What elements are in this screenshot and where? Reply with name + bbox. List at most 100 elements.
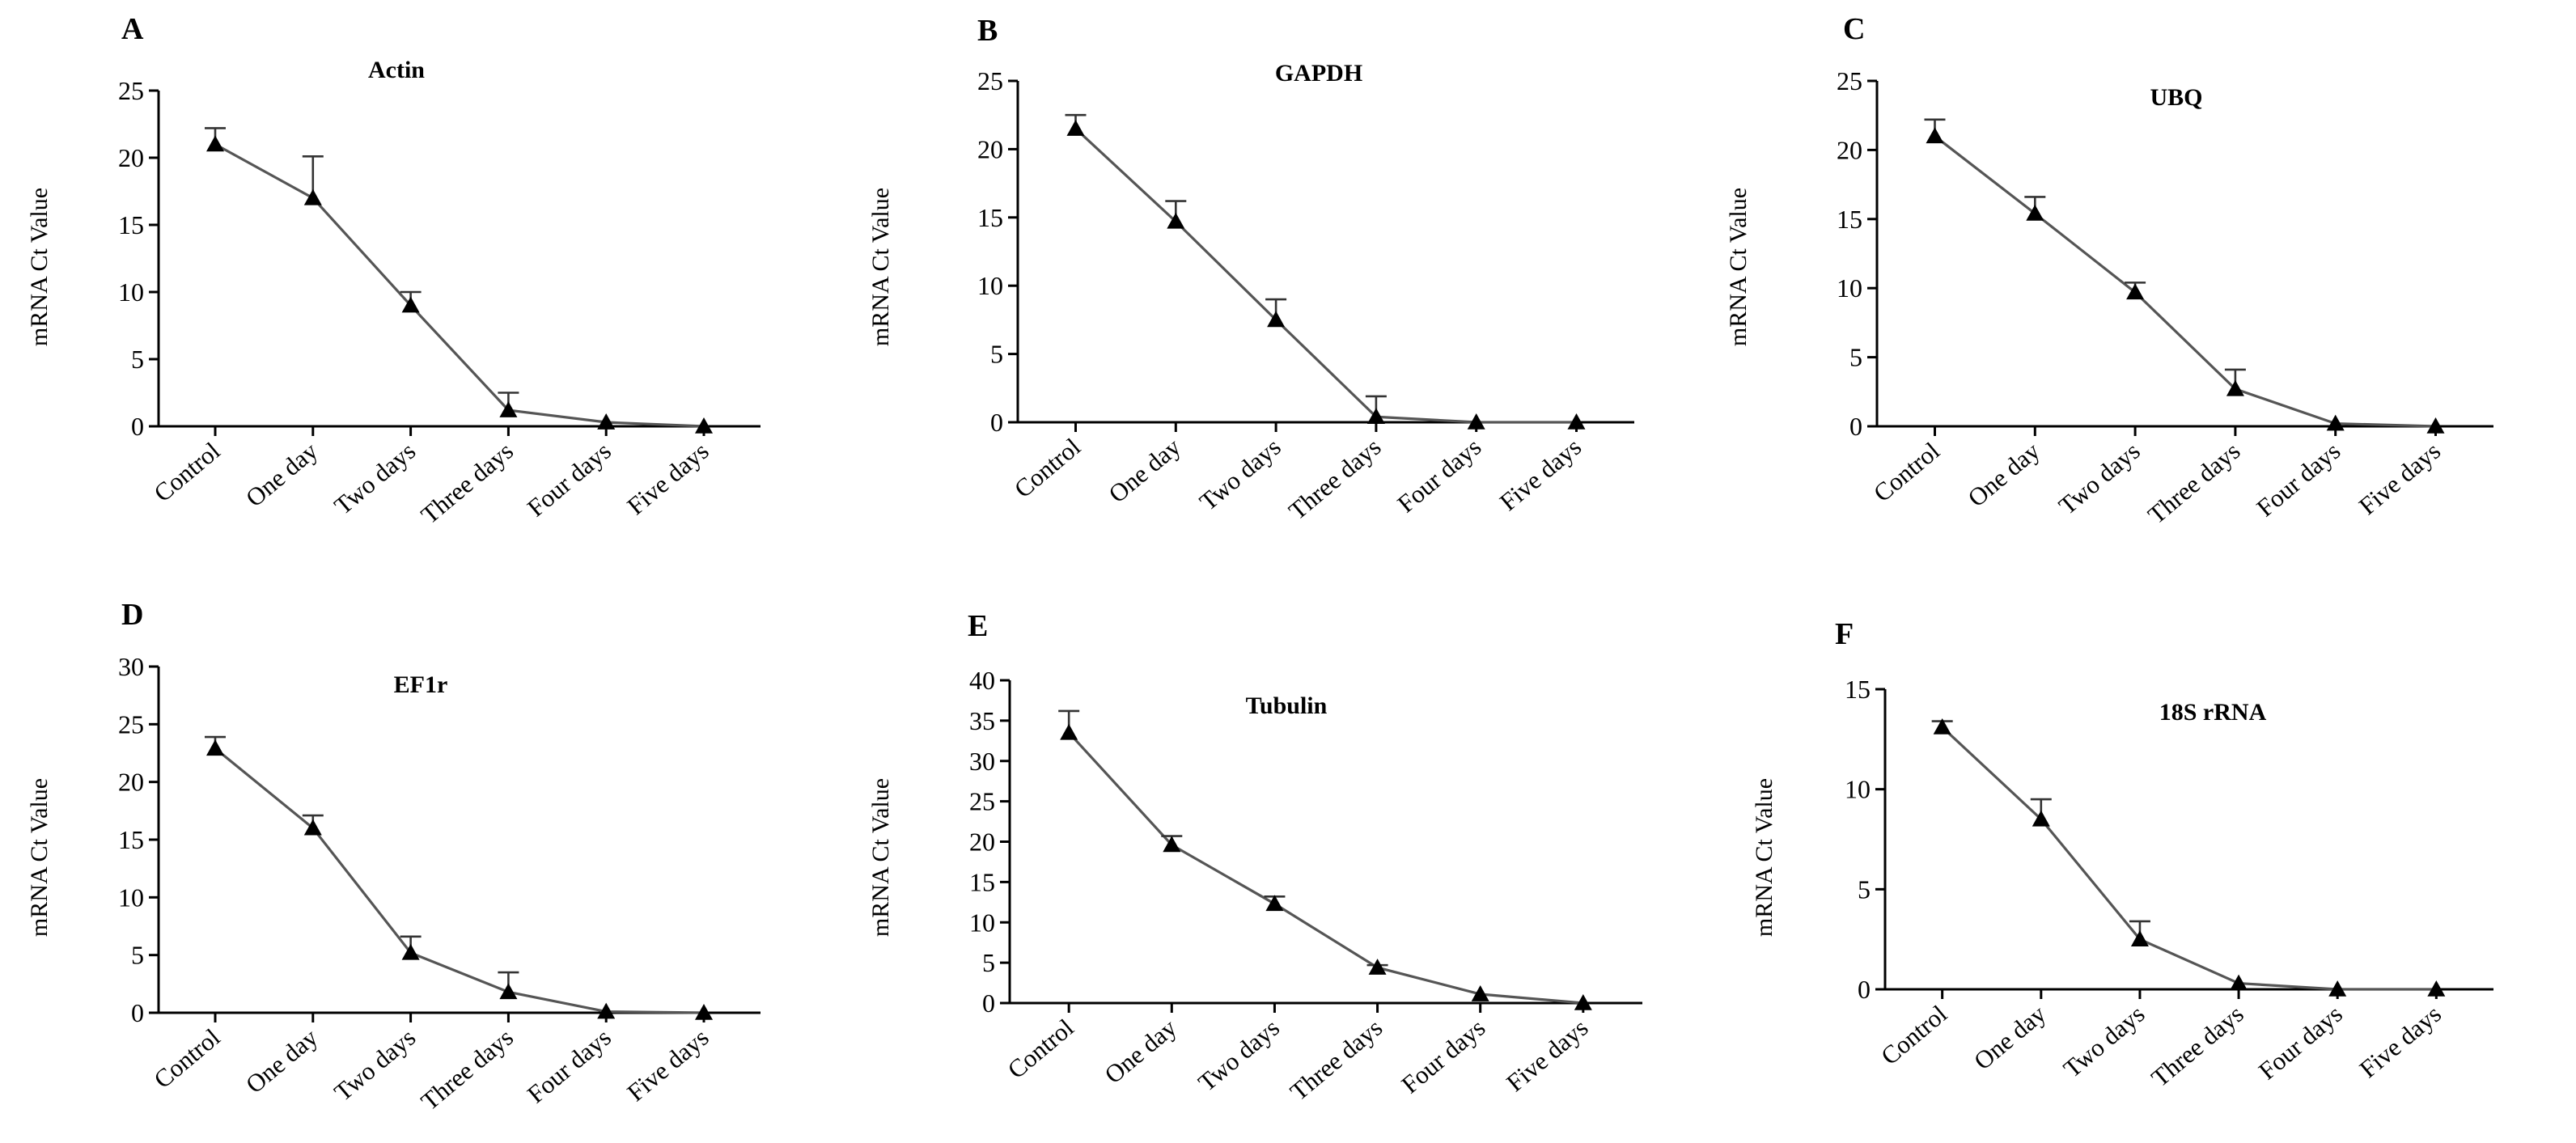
data-point bbox=[1574, 994, 1592, 1010]
data-point bbox=[2032, 810, 2050, 827]
x-tick-label: Three days bbox=[416, 1023, 519, 1116]
data-point bbox=[597, 1002, 616, 1019]
y-axis-label: mRNA Ct Value bbox=[867, 778, 894, 937]
y-tick-label: 0 bbox=[1858, 975, 1871, 1004]
x-tick-label: Two days bbox=[1194, 433, 1286, 516]
data-point bbox=[1467, 413, 1485, 430]
x-tick-label: Four days bbox=[1392, 433, 1486, 519]
x-tick-label: Control bbox=[1868, 437, 1945, 508]
data-point bbox=[1366, 408, 1385, 425]
x-tick-label: Three days bbox=[2146, 1000, 2248, 1093]
x-tick-label: Four days bbox=[522, 437, 616, 523]
chart-panel-f: F 18S rRNA mRNA Ct Value 0 5 10 15 Control One d… bbox=[1751, 617, 2493, 1092]
data-point bbox=[2130, 930, 2149, 946]
y-tick-label: 25 bbox=[1837, 66, 1862, 95]
x-tick-label: Five days bbox=[2354, 437, 2446, 521]
chart-panel-d: D EF1r mRNA Ct Value 0 5 10 15 20 25 30 Control One… bbox=[26, 598, 761, 1115]
axes bbox=[1008, 680, 1642, 1005]
data-point bbox=[1267, 311, 1286, 328]
x-tick-label: Four days bbox=[522, 1023, 616, 1109]
y-tick-label: 10 bbox=[118, 883, 144, 912]
x-tick-label: Five days bbox=[621, 1023, 714, 1107]
x-tick-label: Control bbox=[148, 1023, 225, 1094]
data-point bbox=[303, 188, 322, 205]
series-line bbox=[214, 747, 705, 1014]
x-tick-label: One day bbox=[1968, 999, 2052, 1075]
data-point bbox=[1933, 718, 1951, 734]
y-tick-label: 15 bbox=[977, 203, 1003, 232]
data-point bbox=[1265, 895, 1284, 912]
y-tick-label: 25 bbox=[118, 76, 144, 105]
y-tick-label: 0 bbox=[131, 998, 144, 1027]
x-tick-label: Two days bbox=[328, 437, 421, 520]
data-point bbox=[695, 1004, 713, 1020]
data-point bbox=[303, 819, 322, 836]
x-tick-label: Three days bbox=[416, 437, 519, 530]
y-axis-label: mRNA Ct Value bbox=[1751, 778, 1777, 937]
series-line bbox=[214, 142, 705, 428]
y-axis-label: mRNA Ct Value bbox=[1725, 188, 1752, 346]
panel-letter: C bbox=[1843, 12, 1865, 46]
data-point bbox=[206, 739, 224, 756]
x-tick-label: Four days bbox=[2251, 437, 2345, 523]
x-tick-label: One day bbox=[240, 1022, 324, 1099]
data-point bbox=[1471, 985, 1489, 1001]
y-tick-label: 10 bbox=[1845, 775, 1871, 804]
y-tick-label: 0 bbox=[131, 412, 144, 441]
x-tick-label: Two days bbox=[2058, 1000, 2150, 1083]
data-point bbox=[1066, 120, 1085, 136]
y-tick-label: 25 bbox=[977, 66, 1003, 95]
data-point bbox=[1926, 127, 1944, 144]
data-point bbox=[1167, 212, 1185, 229]
chart-title: 18S rRNA bbox=[2159, 699, 2267, 726]
x-tick-label: Five days bbox=[1501, 1014, 1593, 1098]
y-tick-label: 10 bbox=[118, 277, 144, 307]
y-tick-label: 15 bbox=[1837, 205, 1862, 234]
chart-title: Tubulin bbox=[1246, 692, 1328, 719]
panel-letter: E bbox=[968, 609, 988, 643]
x-tick-label: Control bbox=[1009, 433, 1086, 504]
series-line bbox=[1941, 726, 2437, 991]
x-tick-label: Five days bbox=[1494, 433, 1587, 517]
y-tick-label: 5 bbox=[131, 941, 144, 970]
chart-title: EF1r bbox=[394, 671, 448, 698]
y-tick-label: 5 bbox=[131, 345, 144, 374]
chart-panel-e: E Tubulin mRNA Ct Value 0 5 10 15 20 25 30 35 40 Con… bbox=[867, 609, 1642, 1106]
axes bbox=[157, 91, 761, 428]
axes bbox=[1875, 81, 2493, 428]
chart-title: UBQ bbox=[2150, 84, 2202, 111]
data-point bbox=[206, 135, 224, 152]
panel-letter: A bbox=[121, 12, 144, 46]
y-tick-label: 5 bbox=[990, 340, 1003, 369]
data-point bbox=[1567, 413, 1586, 430]
y-tick-label: 20 bbox=[118, 768, 144, 797]
x-tick-label: Four days bbox=[2253, 1000, 2348, 1086]
chart-panel-c: C UBQ mRNA Ct Value 0 5 10 15 20 25 Control One da… bbox=[1725, 12, 2493, 529]
chart-title: Actin bbox=[368, 57, 425, 83]
y-tick-label: 40 bbox=[969, 666, 995, 695]
data-point bbox=[2427, 980, 2446, 997]
series-line bbox=[1934, 135, 2436, 428]
x-tick-label: Three days bbox=[1283, 433, 1386, 526]
x-tick-label: One day bbox=[1099, 1013, 1183, 1089]
x-tick-label: Two days bbox=[328, 1023, 421, 1107]
data-point bbox=[597, 413, 616, 430]
data-point bbox=[2230, 974, 2248, 991]
y-tick-label: 30 bbox=[118, 652, 144, 681]
data-point bbox=[499, 401, 518, 417]
panel-letter: F bbox=[1835, 617, 1854, 651]
data-point bbox=[1163, 836, 1181, 853]
y-tick-label: 5 bbox=[1858, 874, 1871, 904]
series-line bbox=[1067, 731, 1583, 1005]
y-tick-label: 25 bbox=[118, 709, 144, 739]
data-point bbox=[2326, 414, 2345, 431]
axes bbox=[157, 667, 761, 1014]
data-point bbox=[2328, 980, 2347, 997]
x-tick-label: Five days bbox=[2354, 1000, 2447, 1084]
y-tick-label: 25 bbox=[969, 787, 995, 816]
y-tick-label: 30 bbox=[969, 747, 995, 776]
x-tick-label: Control bbox=[1875, 1000, 1952, 1071]
y-tick-label: 15 bbox=[1845, 675, 1871, 704]
data-point bbox=[695, 417, 713, 434]
chart-panel-a: A Actin mRNA Ct Value 0 5 10 15 20 25 Control One … bbox=[26, 12, 761, 529]
